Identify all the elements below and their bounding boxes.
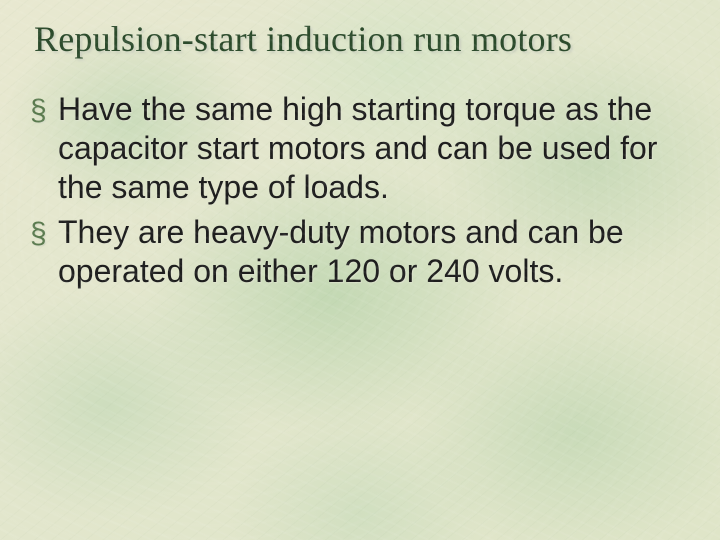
bullet-text: Have the same high starting torque as th… <box>58 90 690 207</box>
slide-body: § Have the same high starting torque as … <box>30 90 690 291</box>
section-sign-icon: § <box>30 90 58 130</box>
section-sign-icon: § <box>30 213 58 253</box>
slide: Repulsion-start induction run motors § H… <box>0 0 720 540</box>
bullet-item: § Have the same high starting torque as … <box>30 90 690 207</box>
bullet-text: They are heavy-duty motors and can be op… <box>58 213 690 291</box>
slide-title: Repulsion-start induction run motors <box>34 18 690 60</box>
bullet-item: § They are heavy-duty motors and can be … <box>30 213 690 291</box>
